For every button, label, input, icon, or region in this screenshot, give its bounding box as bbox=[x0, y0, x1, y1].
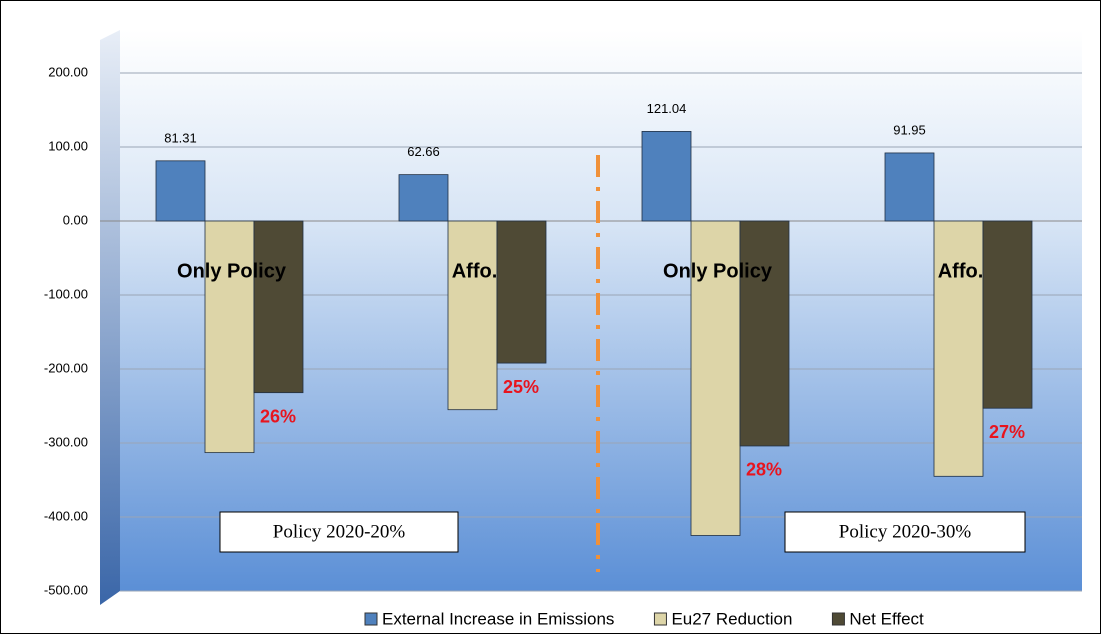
x-tick-label: Affo. bbox=[452, 260, 498, 282]
x-tick-label: Only Policy bbox=[177, 260, 287, 282]
bar bbox=[253, 220, 304, 394]
bar bbox=[739, 220, 790, 447]
bar bbox=[496, 220, 547, 364]
data-label: 91.95 bbox=[893, 122, 926, 137]
y-tick-label: -400.00 bbox=[44, 508, 88, 523]
annotation: 26% bbox=[260, 406, 296, 426]
data-label: 121.04 bbox=[647, 101, 687, 116]
annotation: 27% bbox=[989, 422, 1025, 442]
y-tick-label: -100.00 bbox=[44, 286, 88, 301]
side-wall bbox=[100, 30, 120, 605]
y-tick-label: 0.00 bbox=[63, 212, 88, 227]
bar bbox=[641, 131, 692, 222]
y-tick-label: 200.00 bbox=[48, 64, 88, 79]
group-box bbox=[219, 511, 459, 553]
legend-swatch bbox=[364, 612, 378, 626]
legend-label: External Increase in Emissions bbox=[382, 609, 614, 628]
annotation: 25% bbox=[503, 377, 539, 397]
bar bbox=[398, 174, 449, 222]
bar bbox=[447, 220, 498, 411]
legend-swatch bbox=[831, 612, 845, 626]
annotation: 28% bbox=[746, 460, 782, 480]
y-tick-label: -200.00 bbox=[44, 360, 88, 375]
legend-label: Eu27 Reduction bbox=[671, 609, 792, 628]
bar bbox=[884, 152, 935, 222]
legend-swatch bbox=[653, 612, 667, 626]
bar bbox=[204, 220, 255, 454]
group-label: Policy 2020-30% bbox=[839, 521, 972, 542]
data-label: 62.66 bbox=[407, 144, 440, 159]
y-tick-label: 100.00 bbox=[48, 138, 88, 153]
group-box bbox=[784, 511, 1026, 553]
bar bbox=[155, 160, 206, 222]
y-tick-label: -300.00 bbox=[44, 434, 88, 449]
group-label: Policy 2020-20% bbox=[273, 521, 406, 542]
bar bbox=[933, 220, 984, 477]
x-tick-label: Affo. bbox=[938, 260, 984, 282]
x-tick-label: Only Policy bbox=[663, 260, 773, 282]
bar bbox=[982, 220, 1033, 409]
data-label: 81.31 bbox=[164, 130, 197, 145]
y-tick-label: -500.00 bbox=[44, 582, 88, 597]
bar bbox=[690, 220, 741, 536]
legend-label: Net Effect bbox=[849, 609, 924, 628]
